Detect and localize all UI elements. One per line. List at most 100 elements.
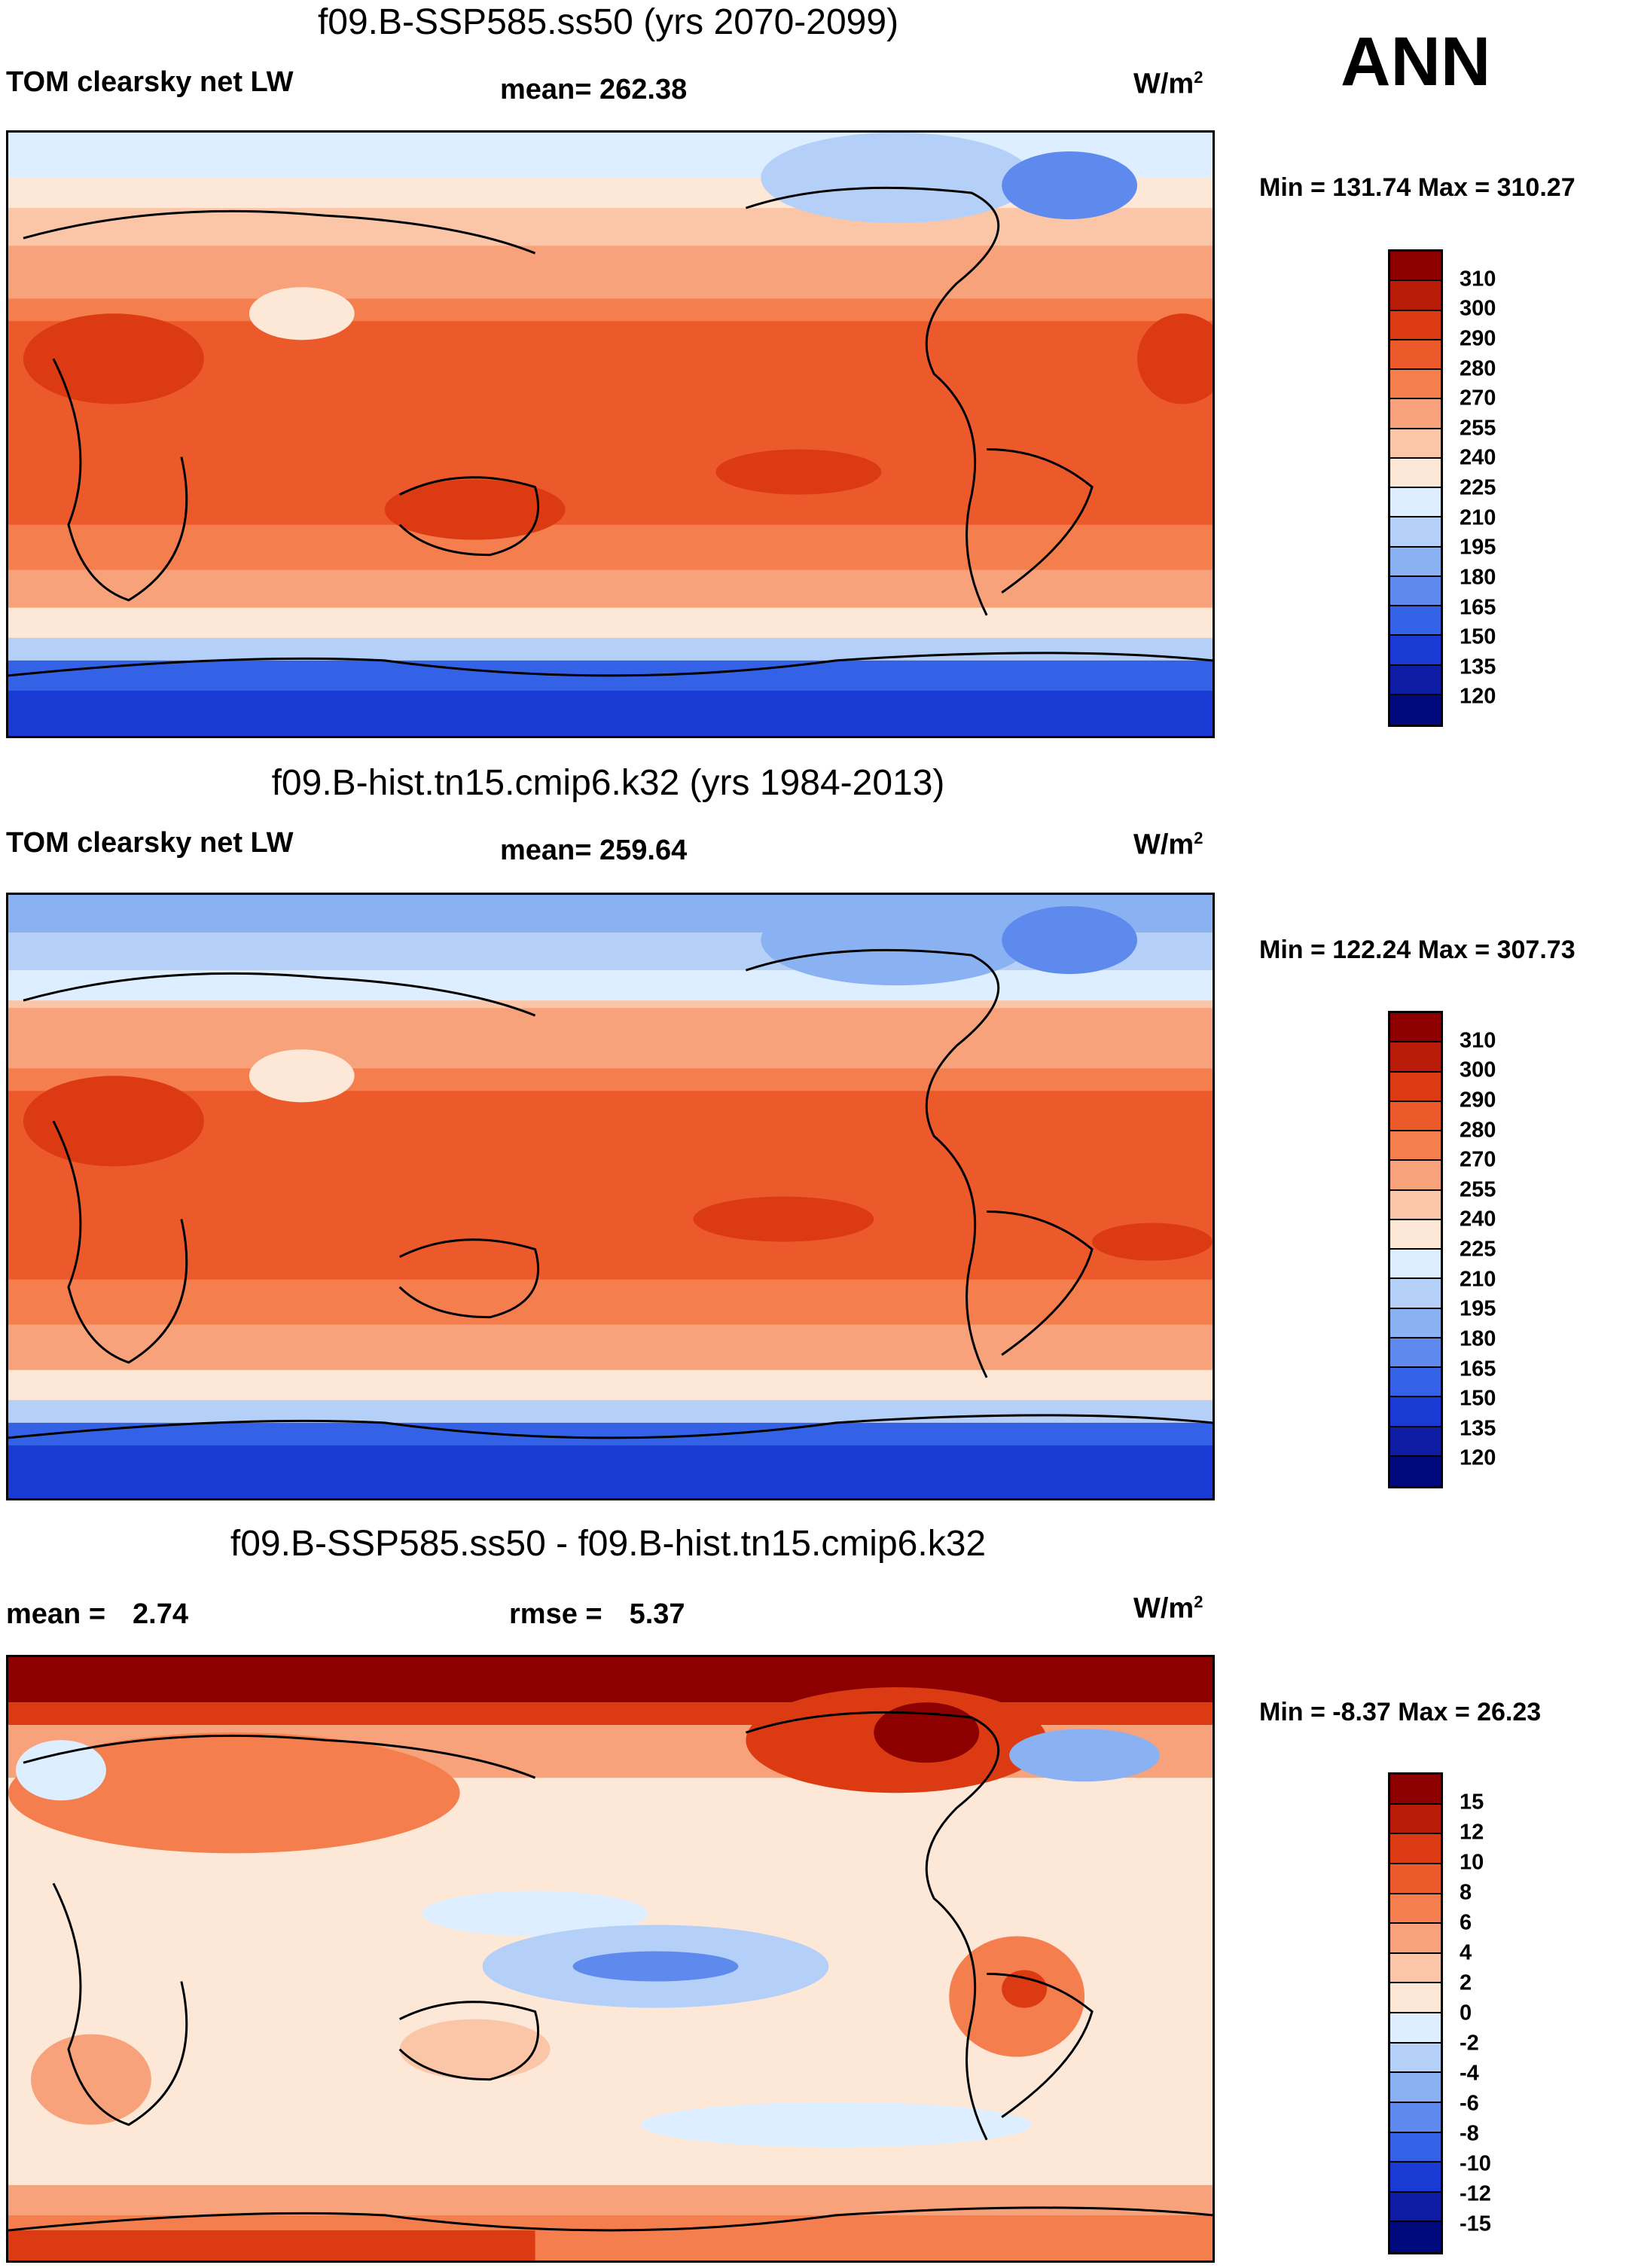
panel-2-colorbar-tick: 210 <box>1460 1267 1496 1292</box>
panel-3-units: W/m2 <box>1133 1592 1203 1625</box>
panel-2-colorbar-tick: 255 <box>1460 1177 1496 1202</box>
panel-1-colorbar-tick: 210 <box>1460 505 1496 530</box>
panel-3-colorbar-tick: -6 <box>1460 2091 1479 2116</box>
panel-1-colorbar-tick: 180 <box>1460 565 1496 590</box>
panel-1-colorbar-swatch <box>1390 606 1441 636</box>
panel-1-colorbar-tick: 195 <box>1460 535 1496 560</box>
panel-2-colorbar-swatch <box>1390 1456 1441 1486</box>
panel-2-colorbar-swatch <box>1390 1190 1441 1220</box>
panel-2-mean: mean= 259.64 <box>500 835 688 866</box>
panel-2-colorbar-tick: 240 <box>1460 1207 1496 1232</box>
panel-1-variable: TOM clearsky net LW <box>6 66 294 98</box>
panel-1-colorbar-tick: 240 <box>1460 445 1496 470</box>
panel-3-map <box>6 1655 1215 2263</box>
panel-1-colorbar-tick: 310 <box>1460 267 1496 292</box>
panel-2-colorbar-swatch <box>1390 1161 1441 1191</box>
panel-1-minmax: Min = 131.74 Max = 310.27 <box>1259 173 1576 202</box>
panel-3-colorbar-tick: 6 <box>1460 1910 1472 1935</box>
panel-2-colorbar-swatch <box>1390 1279 1441 1309</box>
panel-3-colorbar-tick: -4 <box>1460 2061 1479 2086</box>
panel-1-colorbar-tick: 150 <box>1460 624 1496 649</box>
panel-2-colorbar-tick: 290 <box>1460 1088 1496 1113</box>
panel-2-colorbar-tick: 195 <box>1460 1296 1496 1321</box>
panel-2-colorbar-swatch <box>1390 1042 1441 1073</box>
panel-3-colorbar-tick: 10 <box>1460 1850 1484 1875</box>
panel-3-colorbar <box>1388 1772 1443 2254</box>
panel-1-colorbar-swatch <box>1390 458 1441 488</box>
panel-2-colorbar-swatch <box>1390 1250 1441 1280</box>
panel-1-mean: mean= 262.38 <box>500 74 688 105</box>
panel-1-colorbar-swatch <box>1390 576 1441 606</box>
panel-1-colorbar-swatch <box>1390 488 1441 518</box>
panel-1-colorbar <box>1388 249 1443 727</box>
panel-2-map-svg <box>8 895 1213 1498</box>
panel-1-colorbar-swatch <box>1390 694 1441 725</box>
panel-1-colorbar-tick: 255 <box>1460 416 1496 441</box>
panel-3-colorbar-tick: 2 <box>1460 1970 1472 1995</box>
panel-1-colorbar-swatch <box>1390 547 1441 577</box>
panel-1-colorbar-tick: 300 <box>1460 296 1496 321</box>
panel-1-colorbar-swatch <box>1390 281 1441 311</box>
panel-2-title: f09.B-hist.tn15.cmip6.k32 (yrs 1984-2013… <box>271 763 945 803</box>
panel-2-colorbar-tick: 165 <box>1460 1357 1496 1381</box>
panel-2-colorbar-tick: 225 <box>1460 1237 1496 1262</box>
panel-3-colorbar-tick: -8 <box>1460 2121 1479 2146</box>
panel-1-colorbar-swatch <box>1390 370 1441 400</box>
panel-3-map-svg <box>8 1657 1213 2260</box>
panel-3-colorbar-swatch <box>1390 1953 1441 1984</box>
panel-3-colorbar-tick: 4 <box>1460 1940 1472 1965</box>
panel-3-colorbar-tick: 12 <box>1460 1820 1484 1845</box>
panel-1-units: W/m2 <box>1133 68 1203 100</box>
panel-2-colorbar-swatch <box>1390 1072 1441 1102</box>
panel-1-map-svg <box>8 133 1213 736</box>
panel-1-colorbar-tick: 120 <box>1460 684 1496 709</box>
panel-3-colorbar-swatch <box>1390 1894 1441 1925</box>
panel-2-colorbar-swatch <box>1390 1427 1441 1457</box>
panel-2-colorbar-swatch <box>1390 1397 1441 1427</box>
panel-1-colorbar-swatch <box>1390 665 1441 695</box>
panel-2-colorbar <box>1388 1011 1443 1488</box>
panel-3-colorbar-tick: 0 <box>1460 2001 1472 2025</box>
panel-1-colorbar-tick: 135 <box>1460 655 1496 679</box>
panel-2-colorbar-swatch <box>1390 1219 1441 1250</box>
panel-3-colorbar-swatch <box>1390 2043 1441 2074</box>
panel-3-colorbar-swatch <box>1390 1834 1441 1864</box>
panel-2-minmax: Min = 122.24 Max = 307.73 <box>1259 936 1576 964</box>
panel-3-colorbar-swatch <box>1390 2192 1441 2223</box>
panel-2-colorbar-tick: 150 <box>1460 1386 1496 1411</box>
panel-2-colorbar-tick: 120 <box>1460 1445 1496 1470</box>
panel-3-colorbar-swatch <box>1390 1924 1441 1954</box>
panel-1-colorbar-tick: 280 <box>1460 356 1496 381</box>
panel-1-colorbar-swatch <box>1390 636 1441 666</box>
panel-3-colorbar-swatch <box>1390 2013 1441 2044</box>
panel-3-colorbar-swatch <box>1390 2132 1441 2163</box>
panel-1-colorbar-swatch <box>1390 310 1441 340</box>
panel-1-colorbar-tick: 270 <box>1460 386 1496 411</box>
panel-3-colorbar-swatch <box>1390 2222 1441 2252</box>
panel-3-colorbar-swatch <box>1390 2102 1441 2133</box>
panel-2-colorbar-swatch <box>1390 1368 1441 1398</box>
panel-1-colorbar-tick: 165 <box>1460 595 1496 620</box>
panel-3-mean: mean = 2.74 <box>6 1598 188 1630</box>
panel-1-colorbar-swatch <box>1390 517 1441 548</box>
panel-3-colorbar-tick: -12 <box>1460 2181 1491 2206</box>
panel-3-colorbar-swatch <box>1390 1804 1441 1835</box>
panel-2-variable: TOM clearsky net LW <box>6 827 294 859</box>
panel-2-colorbar-swatch <box>1390 1131 1441 1161</box>
panel-3-colorbar-tick: 15 <box>1460 1790 1484 1815</box>
panel-1-map <box>6 130 1215 738</box>
panel-2-map <box>6 893 1215 1500</box>
panel-3-colorbar-swatch <box>1390 1775 1441 1805</box>
panel-3-colorbar-tick: -15 <box>1460 2212 1491 2236</box>
panel-3-rmse: rmse = 5.37 <box>509 1598 685 1630</box>
panel-3-colorbar-swatch <box>1390 2163 1441 2193</box>
panel-2-colorbar-tick: 280 <box>1460 1118 1496 1143</box>
panel-2-colorbar-swatch <box>1390 1308 1441 1339</box>
panel-1-colorbar-swatch <box>1390 340 1441 370</box>
panel-3-colorbar-tick: -10 <box>1460 2151 1491 2176</box>
panel-2-colorbar-tick: 180 <box>1460 1326 1496 1351</box>
panel-2-units: W/m2 <box>1133 829 1203 861</box>
panel-2-colorbar-swatch <box>1390 1101 1441 1131</box>
panel-1-title: f09.B-SSP585.ss50 (yrs 2070-2099) <box>317 2 899 42</box>
panel-3-colorbar-swatch <box>1390 1864 1441 1894</box>
